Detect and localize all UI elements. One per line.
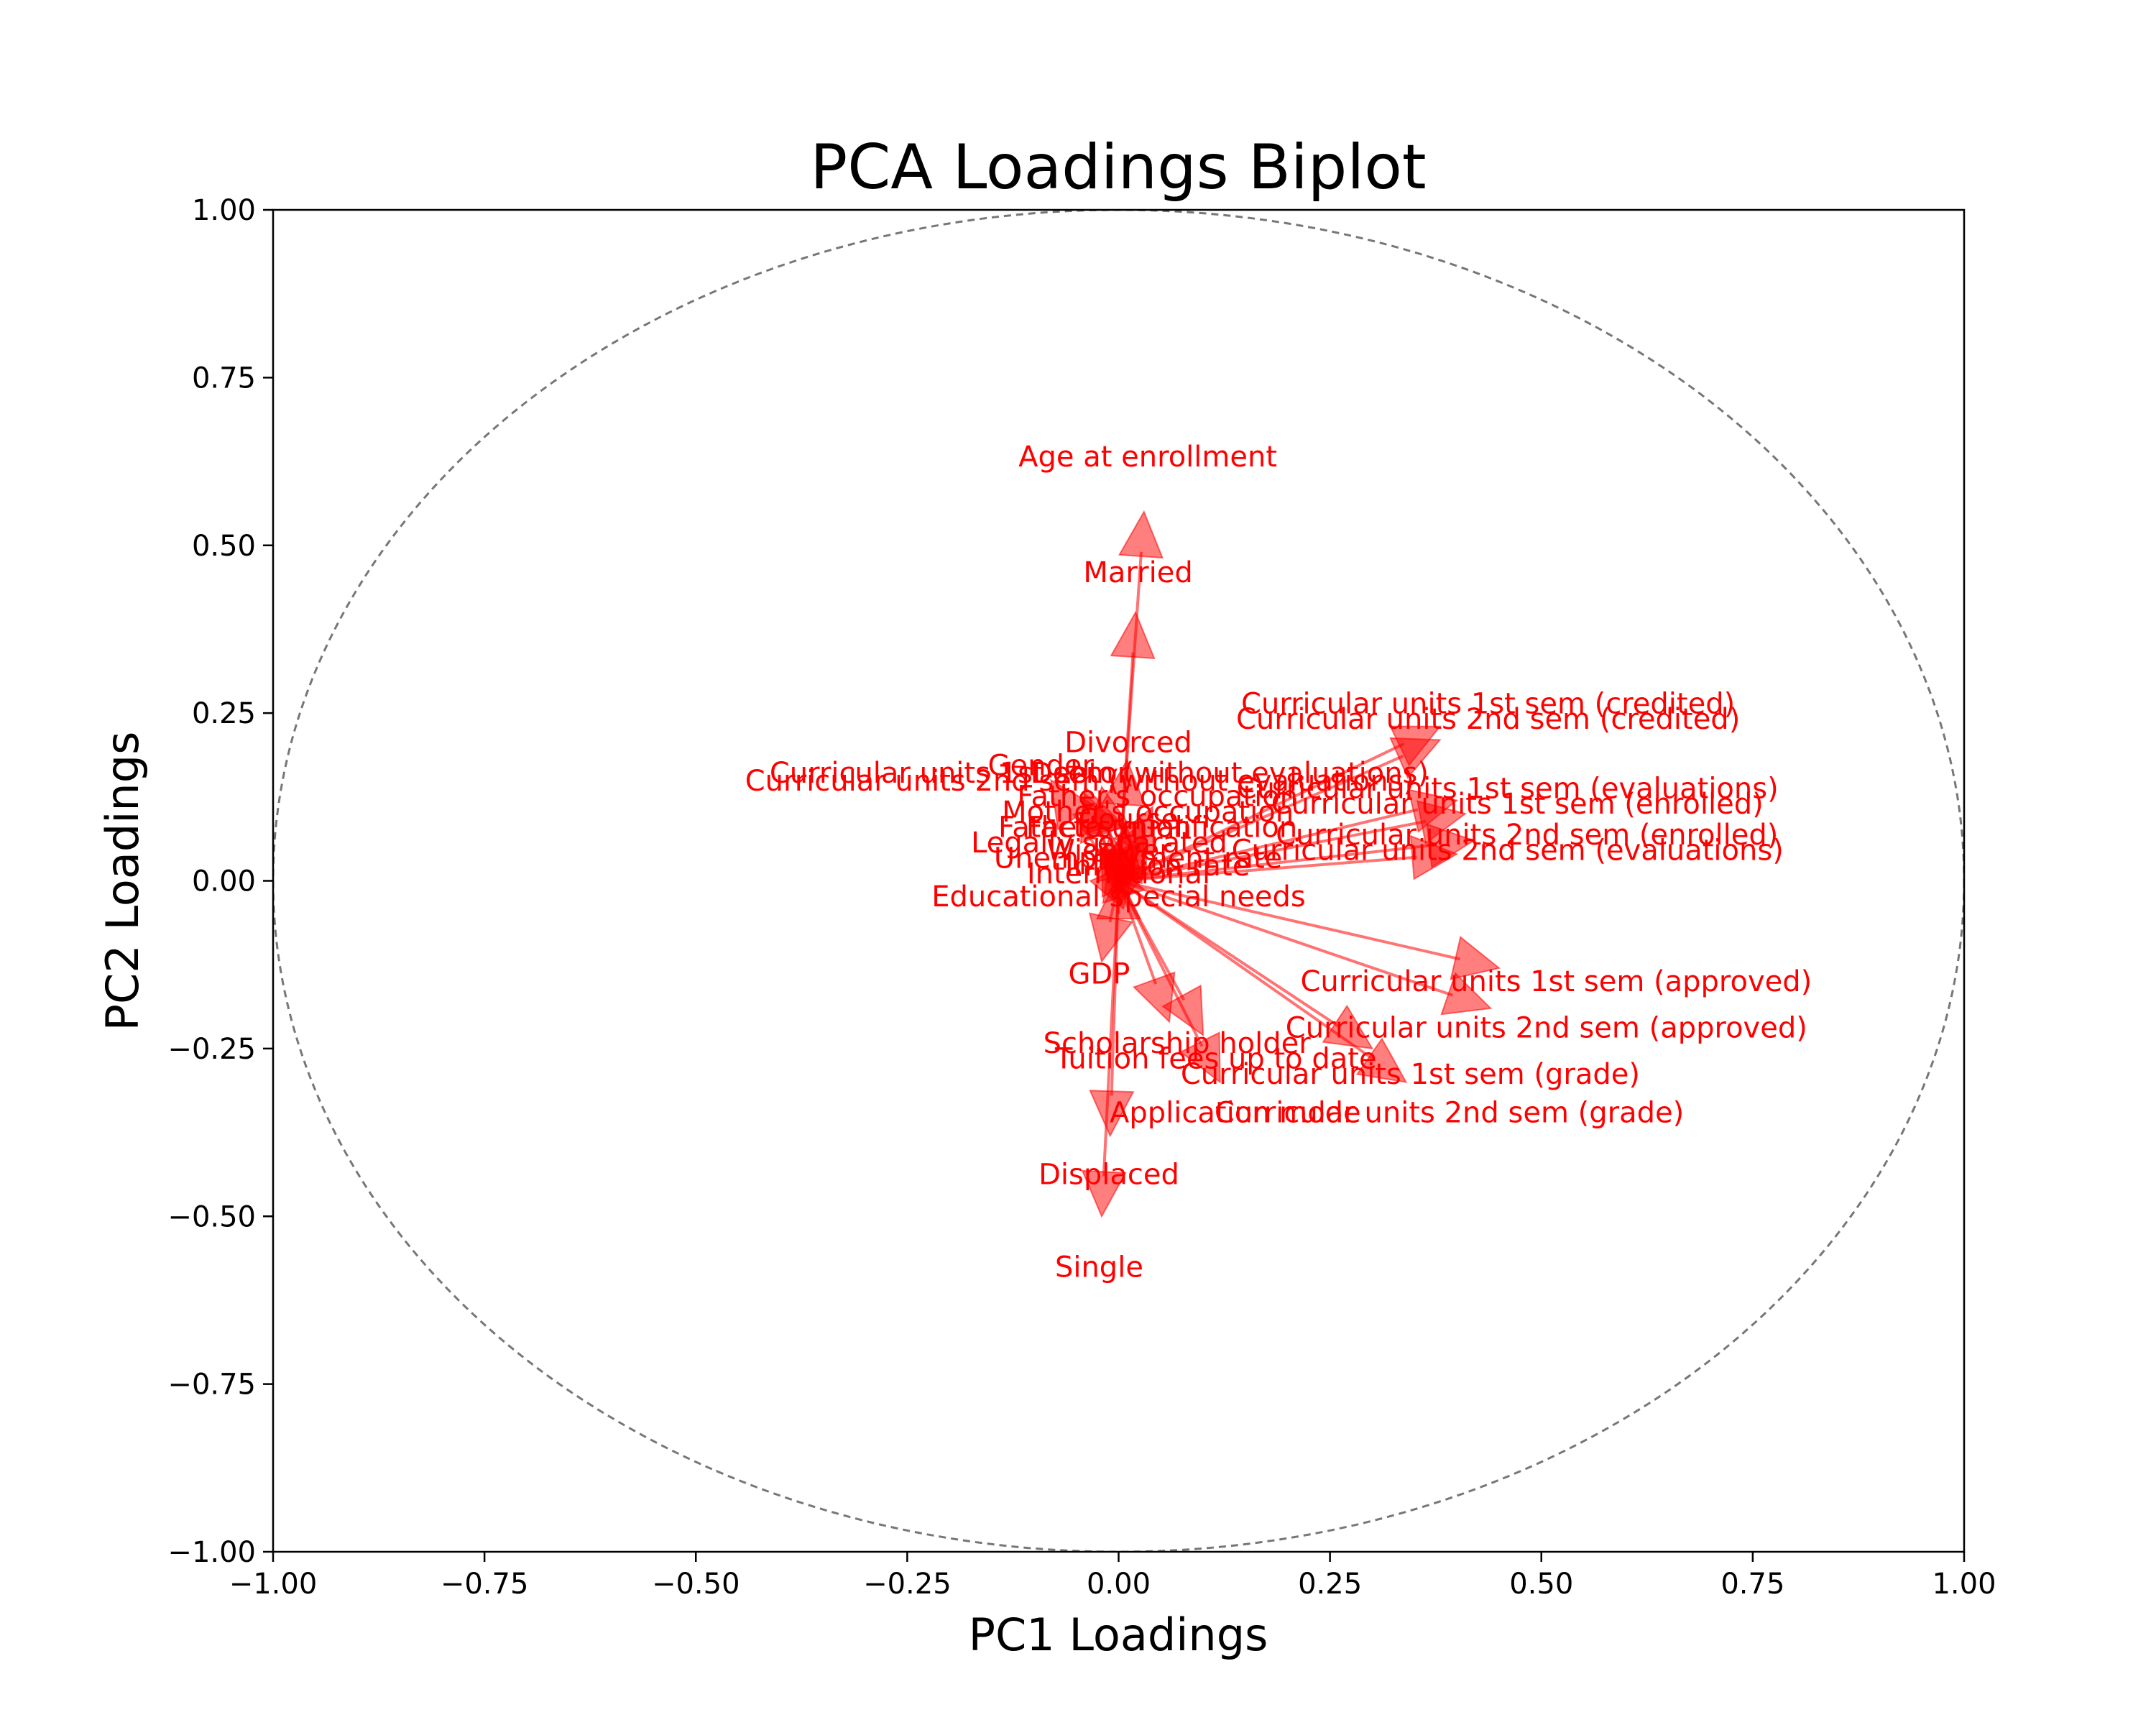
y-axis: −1.00 −0.75 −0.50 −0.25 0.00 0.25 0.50 0.75 1.00 xyxy=(167,194,273,1569)
loading-label: Divorced xyxy=(1064,726,1192,759)
y-tick-label: −0.50 xyxy=(167,1200,256,1233)
y-tick-label: −0.75 xyxy=(167,1368,256,1402)
loading-label: Curricular units 2nd sem (without evalua… xyxy=(745,765,1414,798)
loading-arrow xyxy=(1118,834,1459,883)
y-tick-label: 1.00 xyxy=(192,194,256,227)
loading-label: Debtor xyxy=(1031,757,1130,790)
loading-label: Curricular units 1st sem (enrolled) xyxy=(1271,788,1764,821)
loading-arrow xyxy=(1117,880,1176,1024)
x-tick-label: −0.25 xyxy=(863,1568,952,1601)
loading-label: Curricular units 1st sem (without evalua… xyxy=(770,757,1429,790)
x-tick-label: −0.75 xyxy=(441,1568,529,1601)
y-axis-label: PC2 Loadings xyxy=(96,732,149,1031)
loading-label: Curricular units 2nd sem (evaluations) xyxy=(1232,834,1784,868)
loading-label: Mother's occupation xyxy=(1002,796,1294,829)
y-tick-label: 0.75 xyxy=(192,362,256,395)
x-axis-label: PC1 Loadings xyxy=(969,1609,1268,1661)
y-tick-label: 0.00 xyxy=(192,865,256,898)
loading-label: Single xyxy=(1055,1251,1143,1284)
loading-arrow xyxy=(1081,880,1127,1218)
x-axis: −1.00 −0.75 −0.50 −0.25 0.00 0.25 0.50 0.75 1.00 xyxy=(229,1552,1996,1601)
loading-label: Gender xyxy=(988,749,1095,782)
loading-label: Curricular units 1st sem (evaluations) xyxy=(1237,773,1779,806)
x-tick-label: 1.00 xyxy=(1932,1568,1996,1601)
y-tick-label: −0.25 xyxy=(167,1033,256,1066)
loading-label: Father's qualification xyxy=(998,811,1297,844)
loading-label: Father's occupation xyxy=(1017,780,1298,813)
loading-label: Age at enrollment xyxy=(1018,441,1277,474)
loading-label: Curricular units 2nd sem (credited) xyxy=(1236,703,1740,736)
loading-label: Curricular units 1st sem (grade) xyxy=(1181,1058,1640,1091)
y-tick-label: −1.00 xyxy=(167,1536,256,1569)
loading-label: Scholarship holder xyxy=(1044,1027,1312,1060)
loading-arrow xyxy=(1117,880,1221,1084)
x-tick-label: 0.75 xyxy=(1720,1568,1784,1601)
loading-label: Curricular units 1st sem (credited) xyxy=(1241,688,1735,721)
loading-label: Displaced xyxy=(1038,1158,1179,1191)
loading-arrow xyxy=(1118,879,1493,1016)
loading-label: Facto union xyxy=(1026,811,1192,844)
loading-label: Curricular units 2nd sem (grade) xyxy=(1215,1097,1684,1130)
loading-label: Legally separated xyxy=(971,827,1227,860)
y-tick-label: 0.50 xyxy=(192,530,256,563)
loading-arrow xyxy=(1118,879,1501,980)
x-tick-label: 0.25 xyxy=(1298,1568,1362,1601)
x-tick-label: 0.00 xyxy=(1087,1568,1151,1601)
loading-label: Inflation rate xyxy=(1065,850,1250,883)
loading-arrow xyxy=(1095,849,1142,896)
plot-area: Age at enrollment Married DivorcedGenderDe… xyxy=(273,210,1964,1552)
loading-label: Course xyxy=(1078,804,1179,837)
loading-label: Curricular units 2nd sem (enrolled) xyxy=(1276,819,1778,852)
loading-label: Married xyxy=(1083,556,1192,589)
loading-label: Curricular units 2nd sem (approved) xyxy=(1286,1011,1807,1044)
x-tick-label: −1.00 xyxy=(229,1568,318,1601)
loading-label: Tuition fees up to date xyxy=(1054,1042,1377,1075)
x-tick-label: −0.50 xyxy=(652,1568,740,1601)
loading-label: GDP xyxy=(1068,957,1130,990)
loading-arrow xyxy=(1118,737,1442,883)
loading-label: International xyxy=(1027,857,1210,891)
y-tick-label: 0.25 xyxy=(192,697,256,730)
loading-arrow xyxy=(1118,879,1408,1083)
loading-label: Curricular units 1st sem (approved) xyxy=(1300,965,1812,998)
chart-title: PCA Loadings Biplot xyxy=(810,132,1426,203)
loading-label: Widower xyxy=(1046,834,1171,868)
loading-label: Unemployment rate xyxy=(994,842,1282,875)
loading-label: Educational special needs xyxy=(931,880,1306,914)
x-tick-label: 0.50 xyxy=(1509,1568,1573,1601)
loading-label: Application mode xyxy=(1110,1097,1361,1130)
